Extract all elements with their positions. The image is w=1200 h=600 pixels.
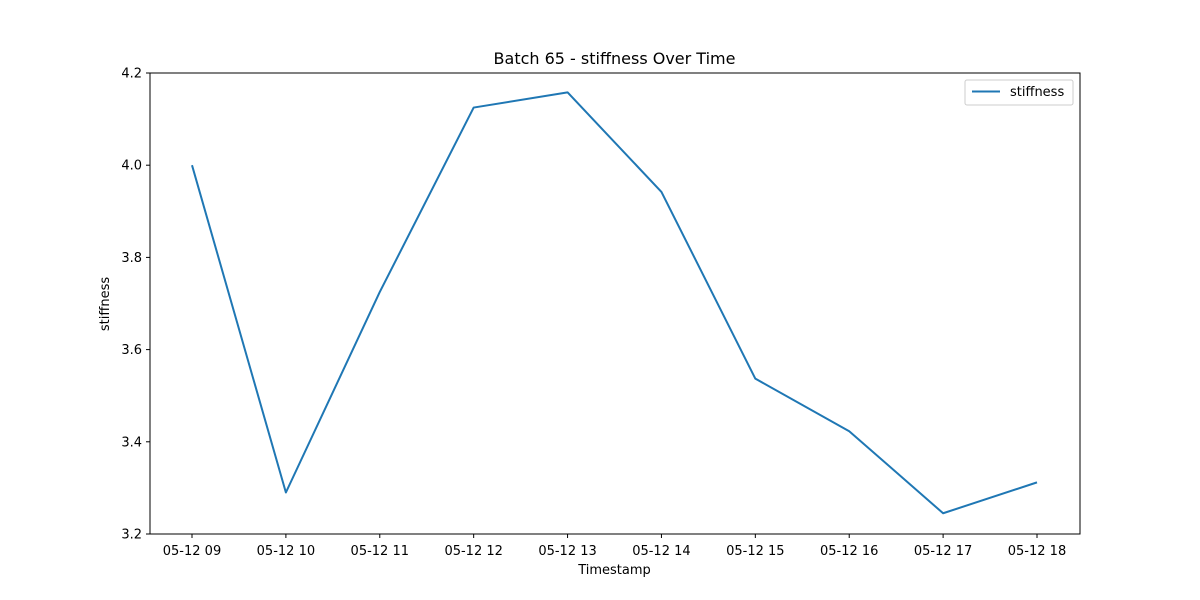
y-axis-label: stiffness (98, 277, 113, 331)
y-tick-label: 4.2 (121, 67, 142, 82)
x-tick-label: 05-12 09 (163, 544, 221, 559)
chart-title: Batch 65 - stiffness Over Time (494, 49, 736, 68)
x-axis-label: Timestamp (577, 563, 651, 578)
x-tick-label: 05-12 12 (444, 544, 502, 559)
x-tick-label: 05-12 14 (632, 544, 690, 559)
x-tick-label: 05-12 16 (820, 544, 878, 559)
legend: stiffness (965, 80, 1073, 105)
y-tick-label: 3.8 (121, 251, 142, 266)
x-tick-label: 05-12 15 (726, 544, 784, 559)
y-tick-label: 3.2 (121, 528, 142, 543)
x-tick-label: 05-12 17 (914, 544, 972, 559)
y-tick-label: 3.4 (121, 435, 142, 450)
x-tick-label: 05-12 11 (351, 544, 409, 559)
y-tick-label: 4.0 (121, 159, 142, 174)
x-tick-label: 05-12 13 (538, 544, 596, 559)
x-tick-label: 05-12 10 (257, 544, 315, 559)
x-tick-label: 05-12 18 (1008, 544, 1066, 559)
legend-label: stiffness (1010, 85, 1064, 100)
y-tick-label: 3.6 (121, 343, 142, 358)
